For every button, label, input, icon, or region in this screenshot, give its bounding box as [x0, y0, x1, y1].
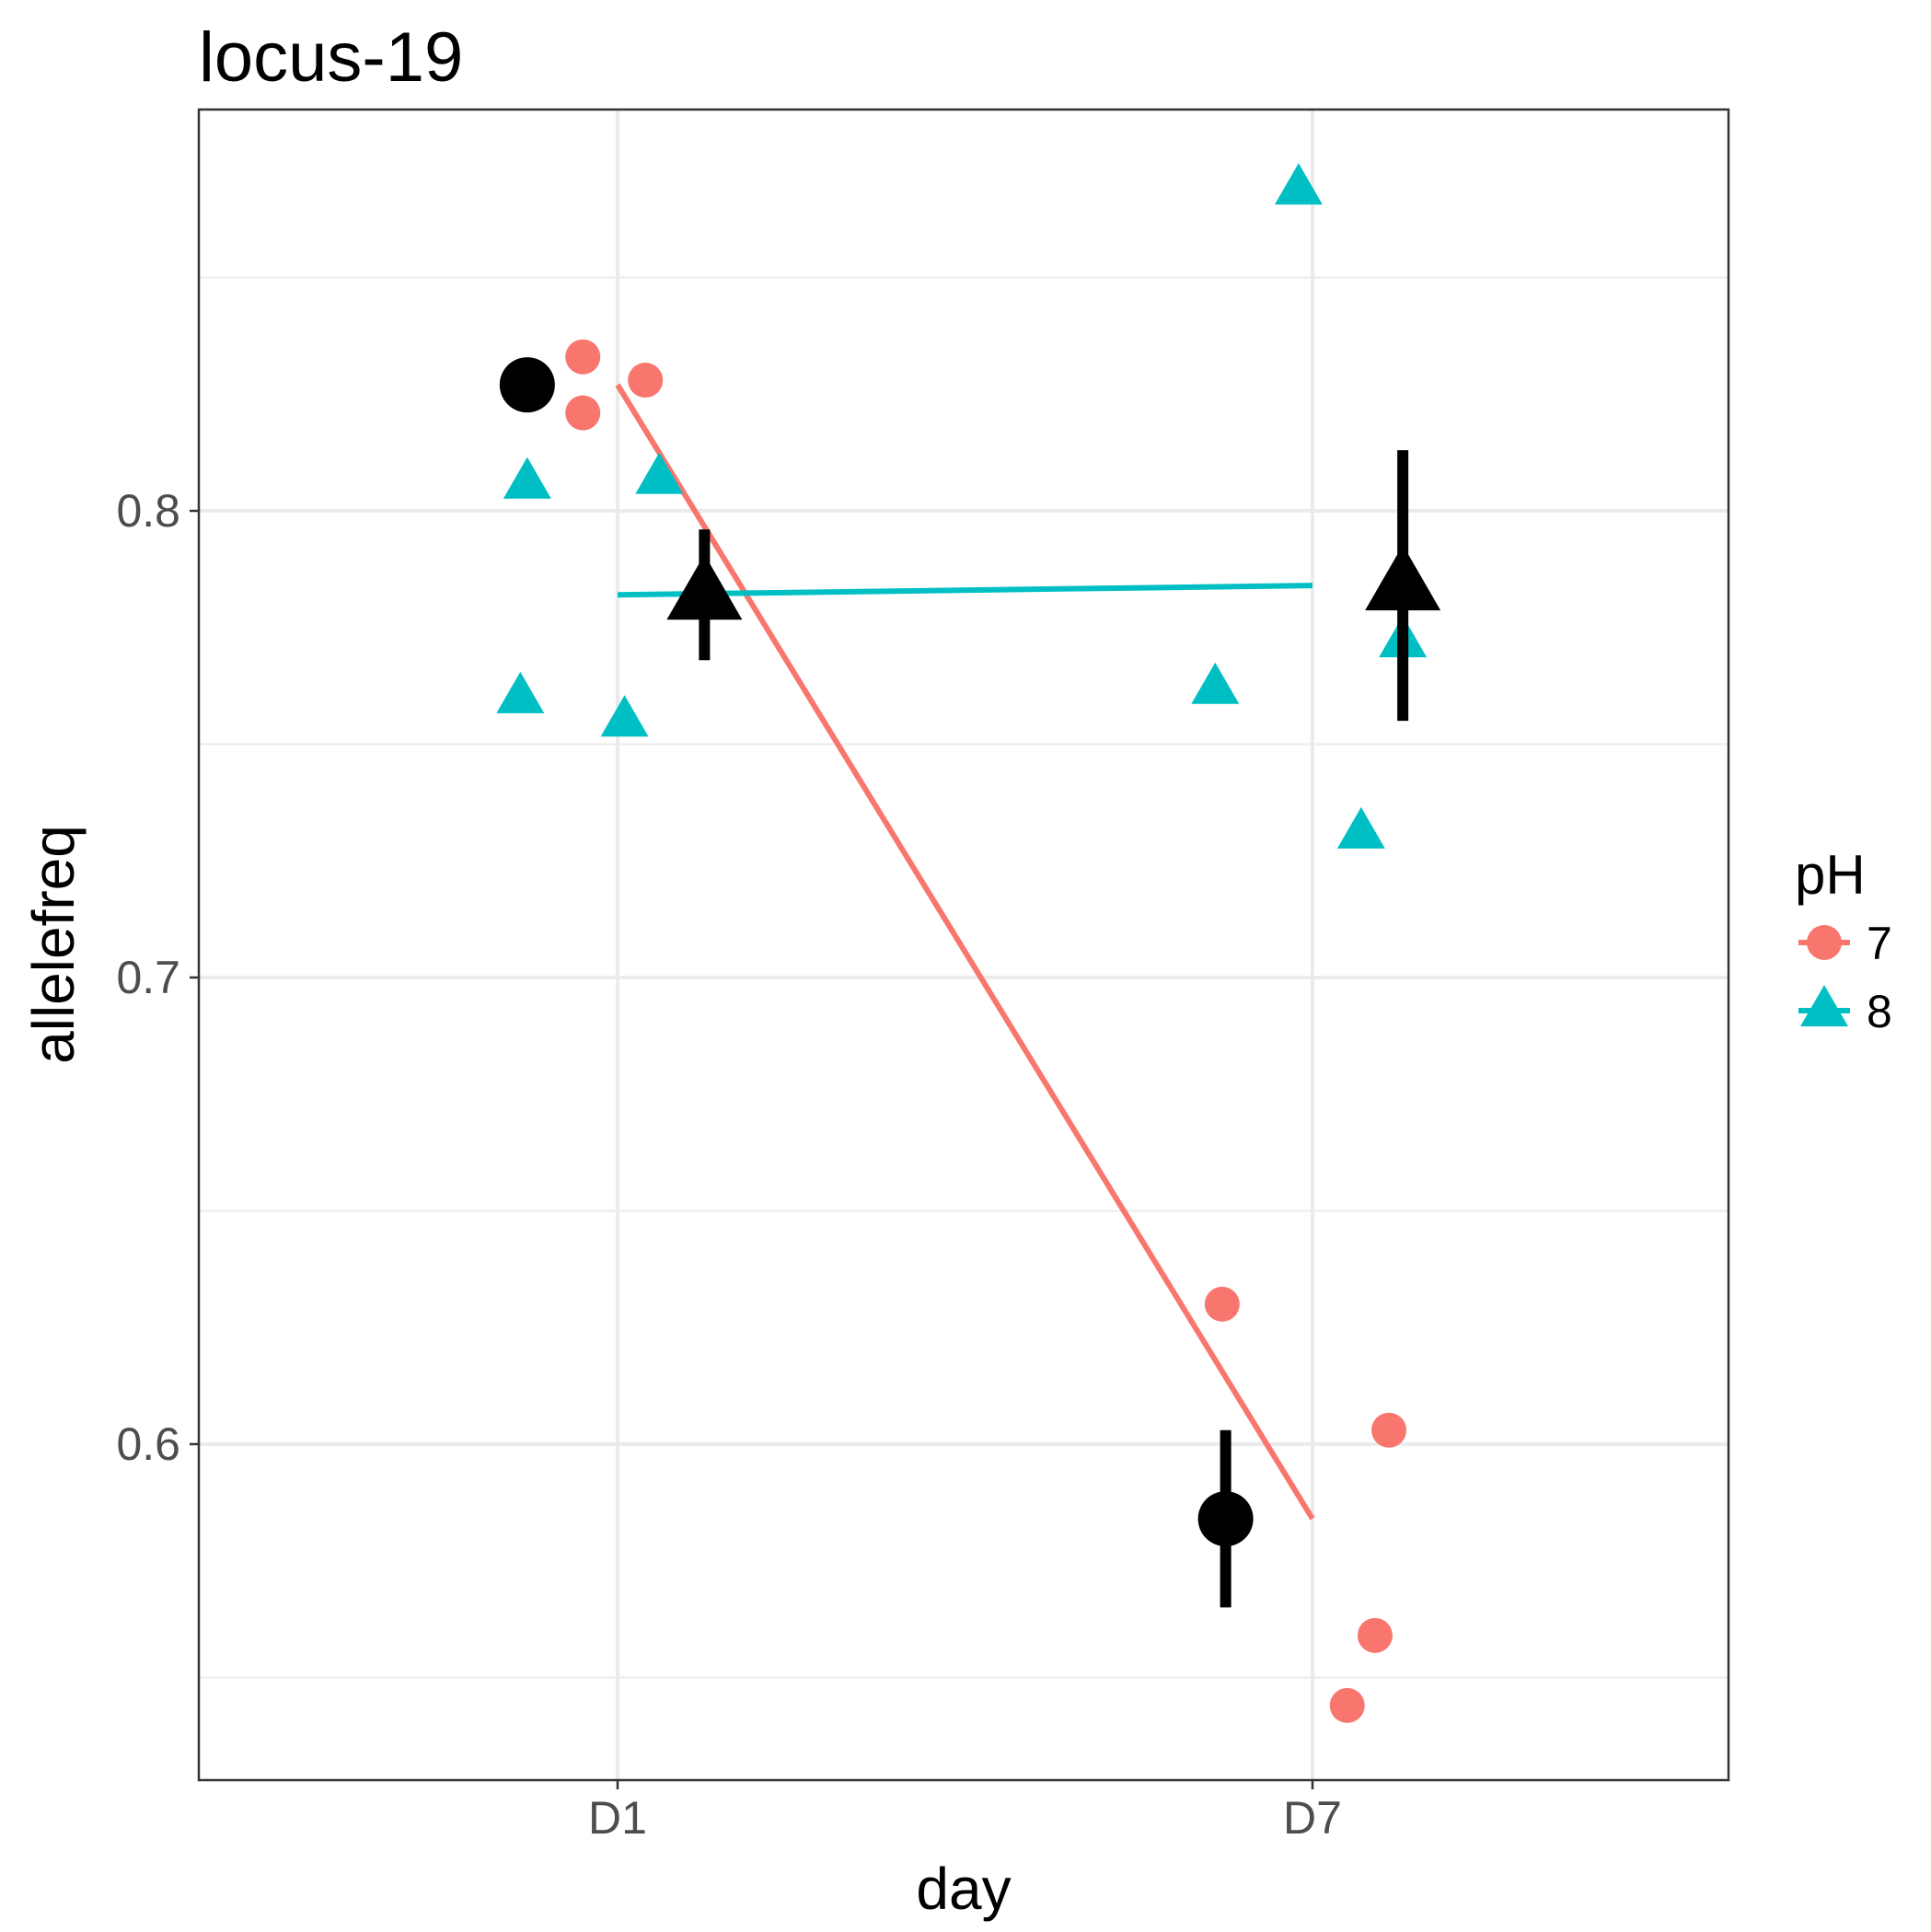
- point-ph-8: [1191, 662, 1240, 704]
- point-ph-8: [496, 671, 545, 713]
- point-ph-8: [1274, 163, 1323, 205]
- point-ph-8: [503, 457, 551, 499]
- y-tick-label: 0.8: [116, 485, 180, 537]
- point-ph-8: [1336, 806, 1385, 849]
- chart-title: locus-19: [199, 18, 463, 97]
- point-ph-8: [600, 695, 649, 737]
- y-tick-label: 0.6: [116, 1418, 180, 1470]
- point-ph-7: [565, 395, 601, 431]
- plot-border: [197, 108, 1730, 1782]
- y-axis-title: allelefreq: [20, 825, 87, 1064]
- trend-line-7: [615, 383, 1315, 1521]
- legend-key-marker: [1800, 985, 1848, 1027]
- x-tick-label: D7: [1283, 1792, 1342, 1844]
- mean-point-ph-7: [499, 357, 555, 413]
- y-axis: 0.6 0.7 0.8: [116, 485, 199, 1470]
- mean-point-ph-7: [1197, 1491, 1254, 1547]
- trend-lines: [615, 383, 1315, 1521]
- point-ph-7: [1371, 1412, 1407, 1448]
- mean-point-ph-8: [666, 554, 743, 620]
- point-ph-7: [1204, 1286, 1240, 1322]
- x-axis-title: day: [916, 1856, 1011, 1922]
- legend: pH 7 8: [1795, 844, 1892, 1037]
- point-ph-7: [1357, 1617, 1393, 1653]
- x-axis: D1 D7: [588, 1780, 1342, 1844]
- legend-label: 7: [1867, 918, 1892, 969]
- point-ph-8: [635, 452, 684, 494]
- mean-point-ph-8: [1365, 545, 1441, 611]
- legend-title: pH: [1795, 844, 1866, 906]
- mean-markers: [499, 357, 1441, 1608]
- y-tick-label: 0.7: [116, 952, 180, 1003]
- data-points: [496, 163, 1428, 1723]
- legend-label: 8: [1867, 986, 1892, 1037]
- point-ph-7: [1329, 1687, 1365, 1723]
- point-ph-7: [565, 339, 601, 375]
- point-ph-7: [628, 363, 664, 399]
- trend-line-8: [617, 583, 1313, 598]
- x-tick-label: D1: [588, 1792, 647, 1844]
- legend-key-marker: [1807, 925, 1842, 960]
